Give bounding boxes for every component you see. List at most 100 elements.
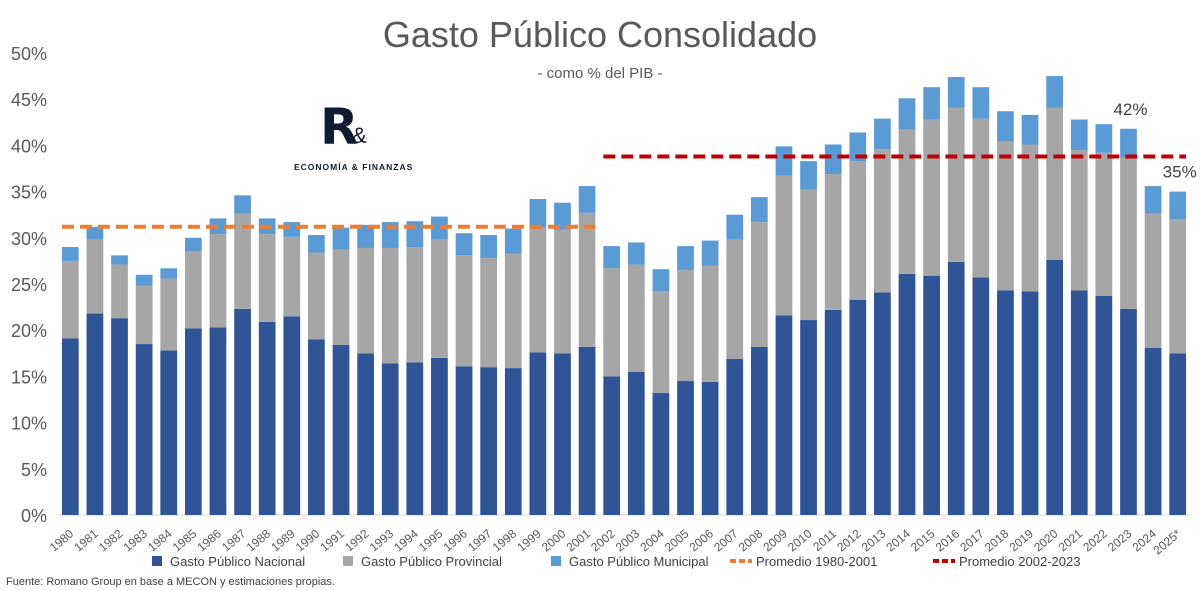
y-tick-label: 20% (11, 321, 47, 341)
bar-nacional-1994 (406, 362, 424, 515)
bar-nacional-2019 (1021, 291, 1039, 515)
x-tick-label: 2019 (1007, 526, 1037, 554)
bar-nacional-2000 (554, 353, 571, 515)
x-tick-label: 2016 (933, 526, 963, 554)
bar-provincial-1999 (529, 227, 547, 353)
y-tick-label: 0% (21, 506, 47, 526)
bar-nacional-2012 (849, 299, 867, 515)
bar-municipal-1986 (209, 218, 227, 235)
x-tick-label: 2008 (736, 526, 766, 554)
x-tick-label: 1984 (145, 526, 175, 554)
bar-nacional-1990 (308, 339, 325, 515)
x-tick-label: 2023 (1105, 526, 1135, 554)
x-tick-label: 2000 (539, 526, 569, 554)
annotation-label: 42% (1113, 100, 1147, 119)
bar-nacional-2004 (652, 393, 670, 515)
bar-municipal-2018 (997, 111, 1014, 142)
bar-nacional-1986 (209, 327, 227, 515)
bar-nacional-1993 (381, 363, 399, 515)
x-tick-label: 1983 (121, 526, 151, 554)
bar-provincial-2002 (603, 268, 621, 377)
bar-municipal-2014 (898, 98, 916, 130)
legend-label: Gasto Público Nacional (170, 554, 305, 569)
bar-nacional-2002 (603, 376, 621, 515)
bar-provincial-2007 (726, 239, 744, 359)
bar-nacional-2009 (775, 315, 793, 515)
bar-nacional-1998 (504, 368, 522, 515)
bar-provincial-2005 (677, 270, 694, 382)
bar-provincial-2003 (627, 264, 645, 372)
x-tick-label: 1995 (416, 526, 446, 554)
x-tick-label: 2009 (760, 526, 790, 554)
annotation-label: 35% (1163, 163, 1197, 182)
bar-provincial-1981 (86, 239, 104, 314)
bar-municipal-1989 (283, 222, 301, 237)
bar-provincial-2010 (800, 189, 817, 321)
x-tick-label: 2013 (859, 526, 889, 554)
legend-label: Promedio 2002-2023 (959, 554, 1080, 569)
bar-nacional-1980 (61, 338, 79, 515)
bar-nacional-2015 (923, 275, 940, 515)
bar-municipal-2013 (874, 118, 891, 150)
x-tick-label: 2021 (1056, 526, 1086, 554)
bar-provincial-2006 (701, 265, 719, 382)
bar-municipal-2000 (554, 202, 571, 230)
bar-municipal-2001 (578, 186, 596, 213)
x-tick-label: 1991 (317, 526, 347, 554)
bar-nacional-1991 (332, 344, 350, 515)
x-tick-label: 1994 (391, 526, 421, 554)
bar-municipal-1981 (86, 226, 104, 240)
bar-municipal-2024 (1144, 186, 1162, 214)
x-tick-label: 2011 (810, 526, 839, 554)
bar-provincial-1982 (111, 264, 128, 319)
bar-provincial-1984 (160, 278, 178, 351)
bar-provincial-2011 (824, 174, 842, 310)
bar-provincial-1997 (480, 258, 498, 368)
bar-municipal-2016 (947, 77, 965, 108)
bar-provincial-2016 (947, 107, 965, 262)
bar-provincial-2022 (1095, 152, 1113, 297)
x-tick-label: 1993 (367, 526, 397, 554)
y-tick-label: 35% (11, 183, 47, 203)
bar-municipal-2015 (923, 87, 940, 120)
bar-provincial-1986 (209, 234, 227, 328)
x-tick-label: 2005 (662, 526, 692, 554)
bar-nacional-1984 (160, 350, 178, 515)
bar-municipal-1991 (332, 227, 350, 250)
x-tick-label: 1982 (96, 526, 126, 554)
logo-ampersand: & (352, 123, 367, 148)
bar-provincial-2020 (1046, 107, 1064, 260)
bar-provincial-2025 (1169, 219, 1187, 354)
bar-provincial-1996 (455, 255, 473, 367)
bar-nacional-1981 (86, 313, 104, 515)
x-tick-label: 1985 (170, 526, 200, 554)
bar-nacional-2023 (1120, 308, 1137, 515)
bar-nacional-2005 (677, 381, 694, 515)
x-tick-label: 1998 (490, 526, 520, 554)
bar-municipal-1985 (184, 237, 202, 252)
chart-subtitle: - como % del PIB - (537, 65, 663, 82)
bar-municipal-2010 (800, 161, 817, 190)
bar-nacional-2006 (701, 381, 719, 515)
bar-municipal-2019 (1021, 114, 1039, 145)
bar-municipal-2025 (1169, 191, 1187, 220)
x-tick-label: 2012 (834, 526, 864, 554)
bar-municipal-2017 (972, 87, 990, 119)
bar-municipal-2007 (726, 214, 744, 240)
bar-provincial-2001 (578, 212, 596, 347)
bar-nacional-1983 (135, 344, 153, 515)
bar-nacional-2017 (972, 277, 990, 515)
x-tick-label: 1987 (219, 526, 249, 554)
legend-swatch (551, 556, 561, 566)
bar-provincial-1980 (61, 260, 79, 339)
legend-swatch (343, 556, 353, 566)
bar-nacional-2022 (1095, 296, 1113, 515)
bar-nacional-2001 (578, 346, 596, 515)
bar-municipal-1990 (308, 235, 325, 253)
x-tick-label: 2004 (637, 526, 667, 554)
x-tick-label: 2020 (1031, 526, 1061, 554)
bar-municipal-2004 (652, 269, 670, 292)
y-tick-label: 15% (11, 367, 47, 387)
y-tick-label: 25% (11, 275, 47, 295)
